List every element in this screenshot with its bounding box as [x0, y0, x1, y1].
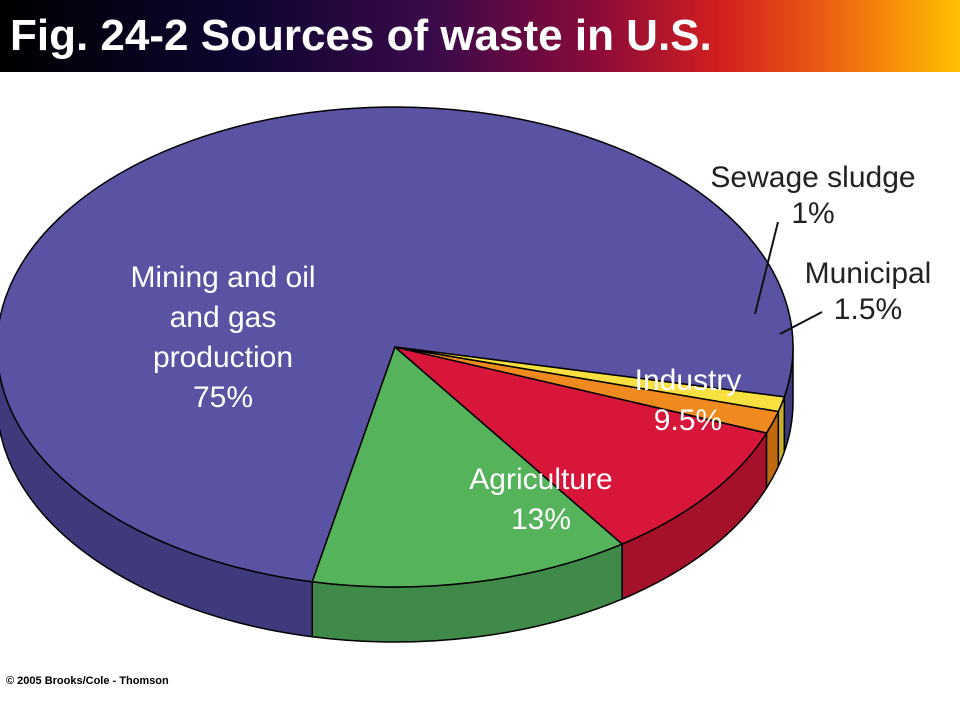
- slice-label-mining-and-oil-and-gas-production: Mining and oil and gas production 75%: [130, 261, 315, 414]
- slide-title: Fig. 24-2 Sources of waste in U.S.: [10, 11, 712, 60]
- slice-label-line: Sewage sludge: [710, 161, 915, 194]
- pie-slice-industry: [394, 346, 768, 545]
- slice-label-line: 1.5%: [834, 293, 902, 326]
- slice-label-line: 9.5%: [654, 404, 722, 437]
- slice-label-line: Mining and oil: [130, 261, 315, 294]
- slice-label-line: 75%: [193, 381, 253, 414]
- leader-line-4: [754, 221, 779, 315]
- pie-slice-mining-and-oil-and-gas-production: [0, 106, 794, 583]
- slice-label-line: and gas: [170, 301, 277, 334]
- slice-label-line: Agriculture: [469, 463, 612, 496]
- pie-slice-sewage-sludge: [394, 346, 786, 413]
- slice-label-line: Municipal: [805, 257, 932, 290]
- slice-label-line: 1%: [791, 197, 834, 230]
- slice-label-municipal: Municipal 1.5%: [805, 257, 932, 326]
- slice-label-sewage-sludge: Sewage sludge 1%: [710, 161, 915, 230]
- leader-line-3: [779, 311, 823, 335]
- copyright-text: © 2005 Brooks/Cole - Thomson: [6, 675, 169, 687]
- slice-label-line: Industry: [635, 364, 742, 397]
- slice-label-line: 13%: [511, 503, 571, 536]
- slice-label-agriculture: Agriculture 13%: [469, 463, 612, 536]
- slice-label-industry: Industry 9.5%: [635, 364, 742, 437]
- title-bar: Fig. 24-2 Sources of waste in U.S.: [0, 0, 960, 72]
- pie-slice-agriculture: [311, 346, 623, 588]
- pie-chart: Mining and oil and gas production 75% Agricu…: [0, 106, 932, 643]
- slice-label-line: production: [153, 341, 293, 374]
